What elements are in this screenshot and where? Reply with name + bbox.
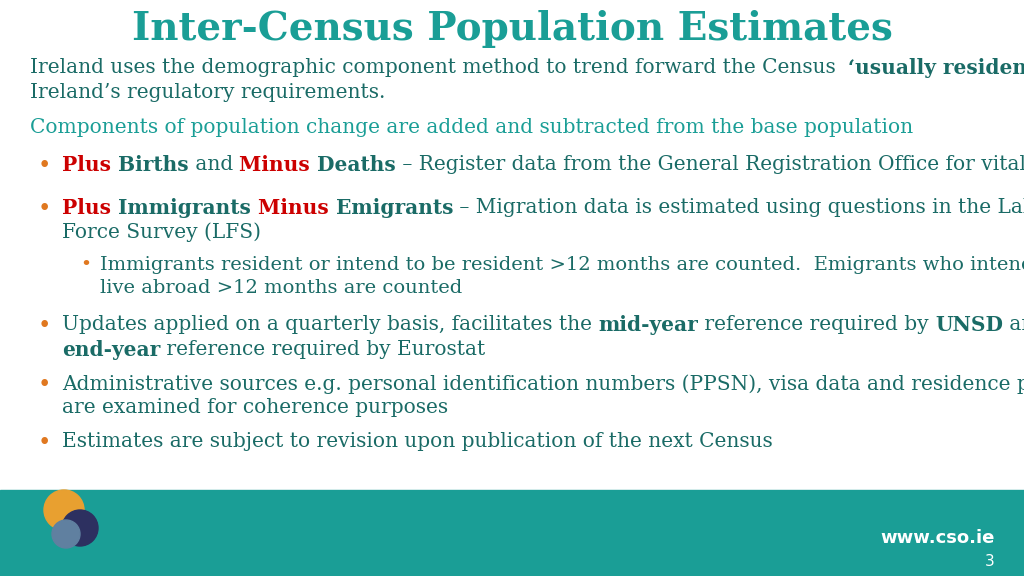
Text: live abroad >12 months are counted: live abroad >12 months are counted xyxy=(100,279,462,297)
Text: Births: Births xyxy=(118,155,188,175)
Text: – Register data from the General Registration Office for vital statistics: – Register data from the General Registr… xyxy=(395,155,1024,174)
Text: •: • xyxy=(38,198,51,220)
Bar xyxy=(0,490,1024,576)
Text: end-year: end-year xyxy=(62,340,160,360)
Text: Deaths: Deaths xyxy=(317,155,395,175)
Text: Administrative sources e.g. personal identification numbers (PPSN), visa data an: Administrative sources e.g. personal ide… xyxy=(62,374,1024,393)
Text: www.cso.ie: www.cso.ie xyxy=(881,529,995,547)
Text: Immigrants: Immigrants xyxy=(118,198,258,218)
Text: Updates applied on a quarterly basis, facilitates the: Updates applied on a quarterly basis, fa… xyxy=(62,315,598,334)
Circle shape xyxy=(44,490,84,530)
Text: reference required by: reference required by xyxy=(698,315,935,334)
Text: UNSD: UNSD xyxy=(935,315,1004,335)
Text: mid-year: mid-year xyxy=(598,315,698,335)
Text: •: • xyxy=(80,256,91,274)
Text: – Migration data is estimated using questions in the Labour: – Migration data is estimated using ques… xyxy=(454,198,1024,217)
Text: Estimates are subject to revision upon publication of the next Census: Estimates are subject to revision upon p… xyxy=(62,432,773,451)
Text: Emigrants: Emigrants xyxy=(336,198,454,218)
Text: and the: and the xyxy=(1004,315,1024,334)
Text: reference required by Eurostat: reference required by Eurostat xyxy=(160,340,485,359)
Text: Force Survey (LFS): Force Survey (LFS) xyxy=(62,222,261,242)
Text: •: • xyxy=(38,315,51,337)
Text: are examined for coherence purposes: are examined for coherence purposes xyxy=(62,398,449,417)
Text: •: • xyxy=(38,155,51,177)
Circle shape xyxy=(52,520,80,548)
Text: •: • xyxy=(38,432,51,454)
Text: ‘usually resident’: ‘usually resident’ xyxy=(849,58,1024,78)
Text: Plus: Plus xyxy=(62,198,118,218)
Text: 3: 3 xyxy=(985,554,995,569)
Circle shape xyxy=(62,510,98,546)
Text: Immigrants resident or intend to be resident >12 months are counted.  Emigrants : Immigrants resident or intend to be resi… xyxy=(100,256,1024,274)
Text: Inter-Census Population Estimates: Inter-Census Population Estimates xyxy=(131,10,893,48)
Text: Components of population change are added and subtracted from the base populatio: Components of population change are adde… xyxy=(30,118,913,137)
Text: Minus: Minus xyxy=(240,155,317,175)
Text: •: • xyxy=(38,374,51,396)
Text: Ireland uses the demographic component method to trend forward the Census: Ireland uses the demographic component m… xyxy=(30,58,849,77)
Text: Ireland’s regulatory requirements.: Ireland’s regulatory requirements. xyxy=(30,83,385,102)
Text: Minus: Minus xyxy=(258,198,336,218)
Text: and: and xyxy=(188,155,240,174)
Text: Plus: Plus xyxy=(62,155,118,175)
